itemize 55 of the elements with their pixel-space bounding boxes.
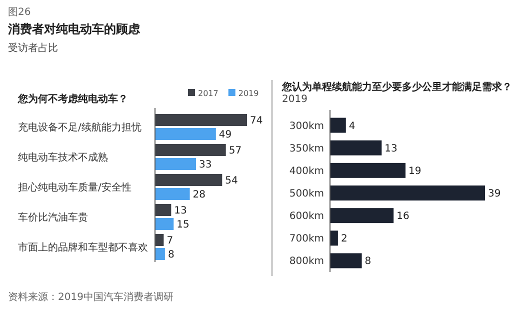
bar	[155, 248, 165, 260]
legend-label: 2017	[198, 89, 218, 98]
data-label: 13	[174, 206, 187, 216]
bar	[330, 140, 382, 156]
legend-label: 2019	[238, 89, 259, 98]
data-label: 16	[396, 211, 410, 222]
data-label: 15	[176, 220, 190, 230]
data-label: 54	[225, 176, 238, 186]
caption: 图26	[8, 7, 31, 18]
y-tick-label: 担心纯电动车质量/安全性	[18, 182, 132, 194]
bar	[155, 234, 164, 246]
bar	[330, 253, 362, 268]
data-label: 57	[228, 146, 242, 156]
bar	[330, 162, 406, 178]
y-tick-label: 500km	[289, 188, 324, 200]
y-tick-label: 600km	[289, 211, 324, 222]
bar	[155, 128, 216, 140]
bar	[330, 118, 346, 133]
data-label: 33	[199, 160, 212, 170]
chart-subtitle: 2019	[282, 94, 308, 105]
bar	[155, 114, 247, 126]
chart-title: 您认为单程续航能力至少要多少公里才能满足需求？	[281, 81, 512, 93]
data-label: 39	[488, 188, 501, 200]
y-tick-label: 纯电动车技术不成熟	[18, 152, 108, 164]
y-tick-label: 市面上的品牌和车型都不喜欢	[18, 242, 148, 254]
text: 消费者对纯电动车的顾虑	[7, 22, 141, 36]
bar	[330, 208, 394, 224]
data-label: 28	[192, 190, 206, 200]
text: 资料来源：2019中国汽车消费者调研	[8, 291, 174, 303]
bar	[155, 174, 222, 186]
bar	[330, 230, 338, 246]
data-label: 19	[408, 166, 422, 177]
data-label: 4	[348, 120, 356, 132]
text: 您为何不考虑纯电动车？	[17, 93, 128, 105]
y-tick-label: 350km	[289, 143, 324, 154]
data-label: 13	[384, 143, 398, 154]
data-label: 7	[166, 236, 174, 246]
data-label: 74	[250, 116, 263, 126]
data-label: 8	[364, 256, 372, 268]
y-tick-label: 400km	[289, 166, 324, 177]
bar	[155, 218, 174, 230]
bar	[155, 204, 172, 216]
bar	[155, 144, 226, 156]
text: 受访者占比	[8, 42, 58, 54]
y-tick-label: 300km	[289, 120, 324, 132]
bar	[330, 186, 485, 200]
data-label: 2	[340, 234, 348, 245]
data-label: 49	[218, 130, 232, 140]
y-tick-label: 700km	[289, 234, 324, 245]
bar	[155, 188, 190, 200]
data-label: 8	[168, 250, 174, 260]
y-tick-label: 充电设备不足/续航能力担忧	[18, 122, 142, 134]
bar	[155, 158, 196, 170]
y-tick-label: 800km	[289, 256, 324, 268]
y-tick-label: 车价比汽油车贵	[18, 212, 88, 224]
